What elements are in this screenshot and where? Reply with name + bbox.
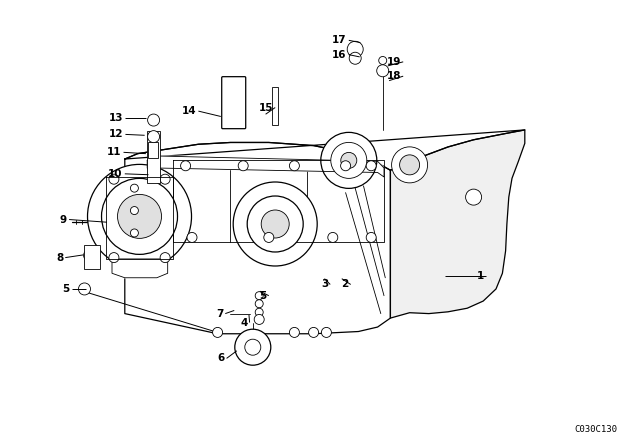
Circle shape [187,233,197,242]
Circle shape [109,174,119,184]
Polygon shape [125,142,390,334]
Text: 5: 5 [260,291,267,301]
Polygon shape [147,156,384,177]
Circle shape [255,300,263,308]
Circle shape [254,314,264,324]
Circle shape [349,52,361,64]
Text: 17: 17 [332,35,347,45]
Circle shape [88,164,191,268]
Circle shape [160,174,170,184]
Bar [147,131,160,183]
Text: 4: 4 [240,318,248,327]
Circle shape [233,182,317,266]
Text: 13: 13 [109,113,124,123]
Text: 5: 5 [63,284,70,294]
Circle shape [238,161,248,171]
Circle shape [289,161,300,171]
Text: 14: 14 [182,106,196,116]
Circle shape [366,161,376,171]
Circle shape [212,327,223,337]
Text: 1: 1 [477,271,484,280]
Circle shape [148,114,159,126]
Circle shape [255,308,263,316]
Text: 8: 8 [56,253,63,263]
Circle shape [131,229,138,237]
Text: C030C130: C030C130 [575,425,618,434]
Polygon shape [112,259,168,278]
Circle shape [348,41,364,57]
Text: 10: 10 [108,169,123,179]
Circle shape [255,292,263,300]
Circle shape [247,196,303,252]
Text: 2: 2 [342,280,349,289]
Text: 12: 12 [109,129,124,139]
Text: 18: 18 [387,71,401,81]
Circle shape [264,233,274,242]
Circle shape [109,253,119,263]
Text: 7: 7 [216,309,223,319]
Bar [148,142,159,158]
Circle shape [235,329,271,365]
Text: 16: 16 [332,50,347,60]
Circle shape [466,189,482,205]
Circle shape [180,161,191,171]
Text: 11: 11 [107,147,122,157]
Bar [272,86,278,125]
Text: 6: 6 [218,353,225,363]
Circle shape [341,152,357,168]
Circle shape [118,194,161,238]
Circle shape [289,327,300,337]
Circle shape [321,133,377,189]
Polygon shape [390,130,525,318]
Text: 9: 9 [60,215,67,224]
Circle shape [340,161,351,171]
FancyBboxPatch shape [221,77,246,129]
Circle shape [379,56,387,65]
Circle shape [308,327,319,337]
Circle shape [366,233,376,242]
Circle shape [377,65,388,77]
Circle shape [392,147,428,183]
Circle shape [331,142,367,178]
Circle shape [399,155,420,175]
Circle shape [321,327,332,337]
Circle shape [245,339,261,355]
Bar [84,245,100,269]
Circle shape [131,207,138,215]
Circle shape [102,178,177,254]
Circle shape [148,131,159,142]
Circle shape [84,250,95,261]
Circle shape [261,210,289,238]
Circle shape [131,184,138,192]
Circle shape [79,283,90,295]
Text: 15: 15 [259,103,273,112]
Text: 19: 19 [387,57,401,67]
Circle shape [160,253,170,263]
Circle shape [328,233,338,242]
Text: 3: 3 [321,280,328,289]
